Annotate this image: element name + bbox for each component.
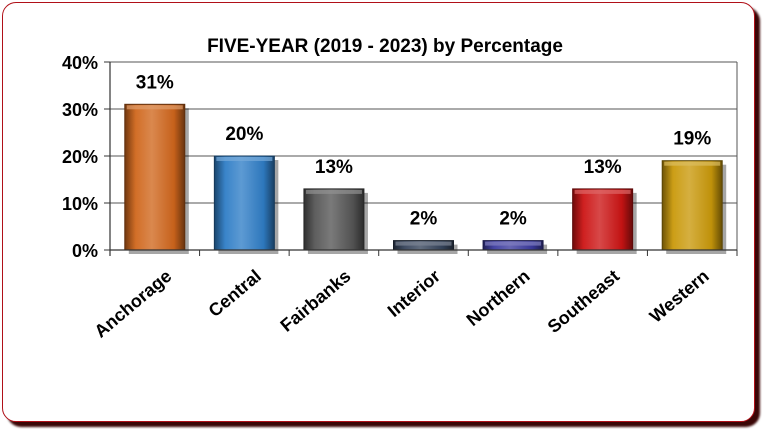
bar-southeast [572,188,634,251]
data-label: 2% [410,209,438,230]
x-tick-label: Northern [463,266,534,330]
bar-anchorage [124,103,186,251]
data-label: 20% [225,124,263,145]
bar-fairbanks [303,188,365,251]
data-label: 19% [673,129,711,150]
bar-central [213,155,275,251]
x-tick-label: Southeast [544,266,624,337]
x-tick-label: Central [205,266,265,321]
y-tick-label: 0% [72,241,98,261]
bar-top-bevel [126,105,183,110]
y-tick-label: 20% [62,147,98,167]
bar-top-bevel [216,157,273,161]
bar-western [661,160,723,251]
bar-top-bevel [574,189,631,194]
x-tick-label: Interior [384,266,444,321]
bar-top-bevel [485,241,542,246]
y-tick-label: 30% [62,100,98,120]
data-label: 13% [315,157,353,178]
y-tick-label: 40% [62,53,98,73]
bar-top-bevel [305,189,362,194]
chart-title: FIVE-YEAR (2019 - 2023) by Percentage [207,36,563,57]
bar-top-bevel [664,161,721,166]
y-tick-label: 10% [62,194,98,214]
x-tick-label: Western [646,266,713,327]
x-tick-label: Fairbanks [276,266,354,336]
data-label: 31% [136,72,174,93]
x-tick-label: Anchorage [90,266,175,342]
data-label: 2% [499,209,527,230]
data-label: 13% [584,157,622,178]
bar-top-bevel [395,241,452,246]
